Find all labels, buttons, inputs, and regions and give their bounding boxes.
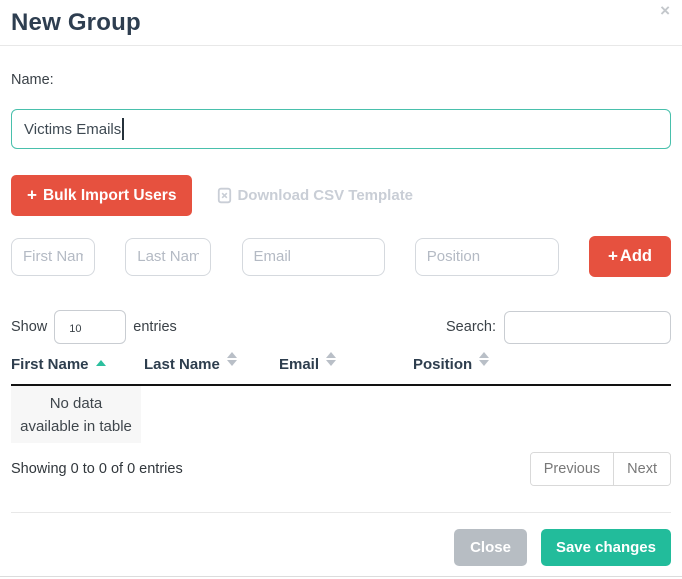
search-label: Search: [446, 319, 496, 335]
bulk-import-button[interactable]: + Bulk Import Users [11, 175, 193, 216]
column-header-position[interactable]: Position [413, 352, 671, 373]
users-table: First Name Last Name Email [11, 352, 671, 443]
group-name-input[interactable] [11, 109, 671, 149]
close-button[interactable]: Close [454, 529, 527, 566]
column-header-email[interactable]: Email [279, 352, 413, 373]
bulk-import-label: Bulk Import Users [42, 186, 177, 204]
bulk-import-row: + Bulk Import Users Download CSV Templat… [11, 175, 671, 216]
last-name-input[interactable] [125, 237, 212, 276]
table-header-row: First Name Last Name Email [11, 352, 671, 386]
search-input[interactable] [504, 310, 671, 344]
empty-table-message: No data available in table [11, 386, 141, 443]
previous-page-button[interactable]: Previous [530, 453, 614, 485]
modal-footer: Close Save changes [11, 512, 671, 566]
download-csv-link[interactable]: Download CSV Template [217, 187, 413, 204]
datatable-controls: Show 10 entries Search: [11, 310, 671, 344]
group-name-label: Name: [11, 72, 54, 88]
plus-icon: + [27, 185, 37, 205]
download-csv-label: Download CSV Template [237, 187, 414, 204]
next-page-button[interactable]: Next [613, 453, 670, 485]
add-button-label: Add [619, 247, 652, 265]
csv-file-icon [217, 187, 232, 204]
sort-ascending-icon [95, 360, 106, 366]
close-icon[interactable]: × [660, 1, 670, 20]
sort-both-icon [479, 352, 490, 366]
show-label: Show [11, 319, 48, 335]
text-caret [122, 118, 124, 140]
table-info-text: Showing 0 to 0 of 0 entries [11, 461, 183, 477]
sort-both-icon [326, 352, 337, 366]
plus-icon: + [607, 246, 618, 266]
modal-header: New Group × [0, 0, 682, 46]
page-length-control: Show 10 entries [11, 310, 177, 344]
group-name-field-wrap [11, 109, 671, 149]
save-changes-button[interactable]: Save changes [540, 529, 671, 566]
column-header-last-name[interactable]: Last Name [144, 352, 279, 373]
pagination: Previous Next [529, 452, 671, 486]
add-user-row: + Add [11, 236, 671, 277]
search-control: Search: [446, 310, 671, 344]
datatable-footer: Showing 0 to 0 of 0 entries Previous Nex… [11, 452, 671, 486]
add-user-button[interactable]: + Add [589, 236, 671, 277]
modal-body: Name: + Bulk Import Users Download CSV T… [0, 72, 682, 486]
email-input[interactable] [241, 237, 385, 276]
first-name-input[interactable] [11, 237, 95, 276]
page-size-select[interactable]: 10 [54, 310, 127, 344]
position-input[interactable] [414, 237, 559, 276]
modal-title: New Group [11, 9, 141, 36]
column-header-first-name[interactable]: First Name [11, 356, 144, 373]
entries-label: entries [133, 319, 177, 335]
sort-both-icon [226, 352, 237, 366]
